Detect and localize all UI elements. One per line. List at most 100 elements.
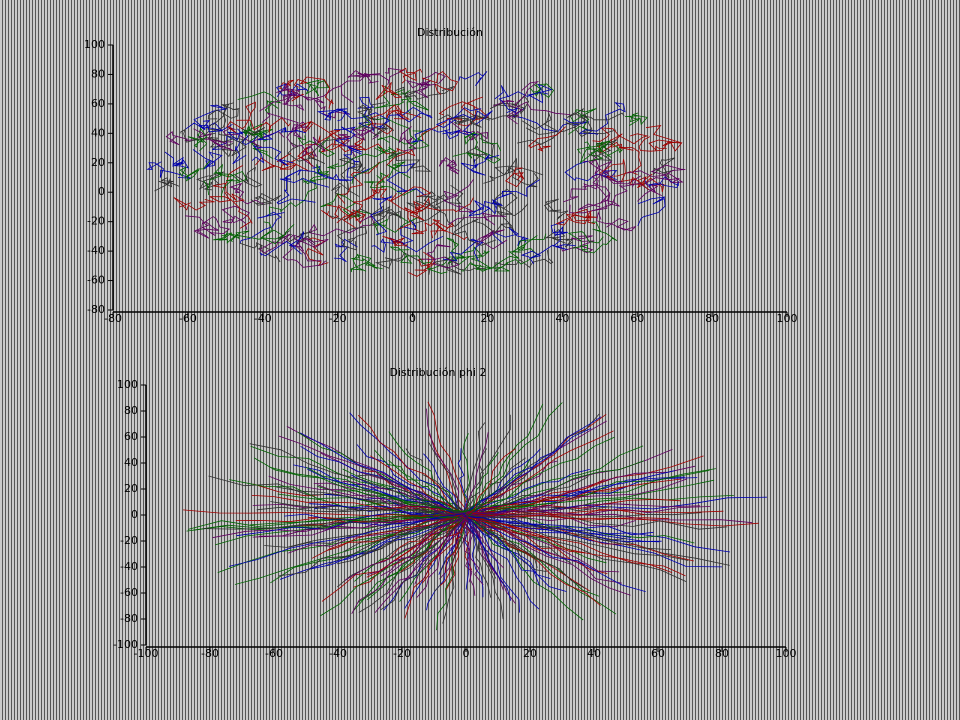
trajectory (164, 151, 190, 169)
trajectory (467, 513, 512, 601)
trajectory (592, 127, 649, 145)
trajectory (555, 210, 598, 226)
trajectory (259, 231, 305, 257)
x-tick-label: -40 (254, 312, 272, 325)
trajectory (306, 215, 377, 237)
x-tick-label: -20 (393, 647, 411, 660)
trajectory (180, 128, 234, 148)
trajectory (483, 157, 518, 184)
trajectory (259, 85, 302, 112)
trajectory (357, 414, 468, 516)
trajectory (463, 516, 586, 589)
trajectory (276, 168, 316, 205)
trajectory (465, 511, 646, 592)
chart-title: Distribución phi 2 (390, 366, 487, 379)
trajectory (282, 93, 305, 111)
x-tick-label: -60 (265, 647, 283, 660)
trajectory (388, 431, 469, 518)
trajectory (269, 177, 317, 216)
trajectory (461, 414, 511, 516)
trajectory (297, 135, 336, 157)
trajectory (468, 452, 499, 519)
y-tick-label: -20 (120, 534, 138, 547)
trajectory (377, 135, 430, 149)
trajectory (260, 221, 295, 245)
trajectory (412, 190, 442, 226)
trajectory (249, 443, 465, 514)
trajectory (217, 514, 463, 573)
trajectory (386, 105, 422, 120)
trajectory (351, 253, 376, 272)
trajectory (505, 167, 525, 188)
trajectory (306, 467, 468, 513)
trajectory (465, 515, 504, 620)
trajectory (375, 81, 403, 100)
trajectory (351, 127, 380, 141)
trajectory (221, 205, 251, 230)
trajectory (336, 226, 368, 251)
trajectory (495, 203, 529, 233)
trajectory (469, 514, 660, 543)
y-tick-label: 100 (117, 378, 138, 391)
chart-title: Distribución (417, 26, 483, 39)
trajectory (184, 215, 219, 239)
x-tick-label: -20 (329, 312, 347, 325)
trajectory (203, 163, 224, 196)
trajectory (462, 511, 497, 579)
trajectory (237, 91, 282, 116)
trajectory (242, 120, 267, 136)
trajectory (307, 468, 470, 520)
trajectory (382, 235, 408, 247)
trajectory (468, 513, 731, 553)
trajectory (629, 173, 665, 193)
x-tick-label: 60 (630, 312, 644, 325)
trajectory (576, 140, 611, 154)
x-tick-label: 20 (523, 647, 537, 660)
trajectory (228, 513, 466, 567)
trajectory (469, 436, 615, 516)
y-tick-label: 80 (91, 67, 105, 80)
y-tick-label: 100 (84, 38, 105, 51)
x-tick-label: -40 (329, 647, 347, 660)
trajectory (309, 503, 463, 519)
trajectory (364, 175, 418, 196)
trajectory (416, 515, 470, 598)
trajectory (465, 137, 494, 163)
y-tick-label: -40 (87, 244, 105, 257)
trajectory (471, 253, 540, 272)
trajectory (464, 476, 686, 515)
trajectory (578, 102, 626, 135)
trajectory (154, 177, 180, 192)
trajectory (465, 515, 520, 613)
trajectory (516, 233, 547, 256)
y-tick-label: 20 (91, 156, 105, 169)
trajectory (467, 514, 627, 541)
trajectory (342, 468, 463, 515)
trajectory (579, 141, 612, 164)
trajectory (336, 161, 380, 204)
trajectory (469, 445, 644, 518)
trajectory (469, 516, 654, 536)
trajectory (637, 172, 684, 202)
trajectory (465, 413, 607, 517)
trajectory (356, 102, 386, 121)
trajectory (464, 506, 613, 516)
trajectory (333, 238, 358, 263)
trajectory (338, 135, 367, 153)
trajectory (288, 513, 464, 554)
trajectory (494, 85, 519, 114)
trajectory (178, 160, 211, 182)
trajectory (462, 506, 711, 518)
trajectory (652, 157, 676, 179)
x-tick-label: 80 (705, 312, 719, 325)
trajectory (445, 516, 466, 573)
y-tick-label: 40 (91, 126, 105, 139)
y-tick-label: -40 (120, 560, 138, 573)
trajectory (389, 186, 432, 221)
trajectory (442, 178, 475, 212)
trajectory (226, 101, 256, 134)
trajectory (434, 515, 471, 592)
trajectory (463, 448, 516, 519)
trajectory (400, 219, 444, 253)
trajectory (348, 72, 381, 79)
